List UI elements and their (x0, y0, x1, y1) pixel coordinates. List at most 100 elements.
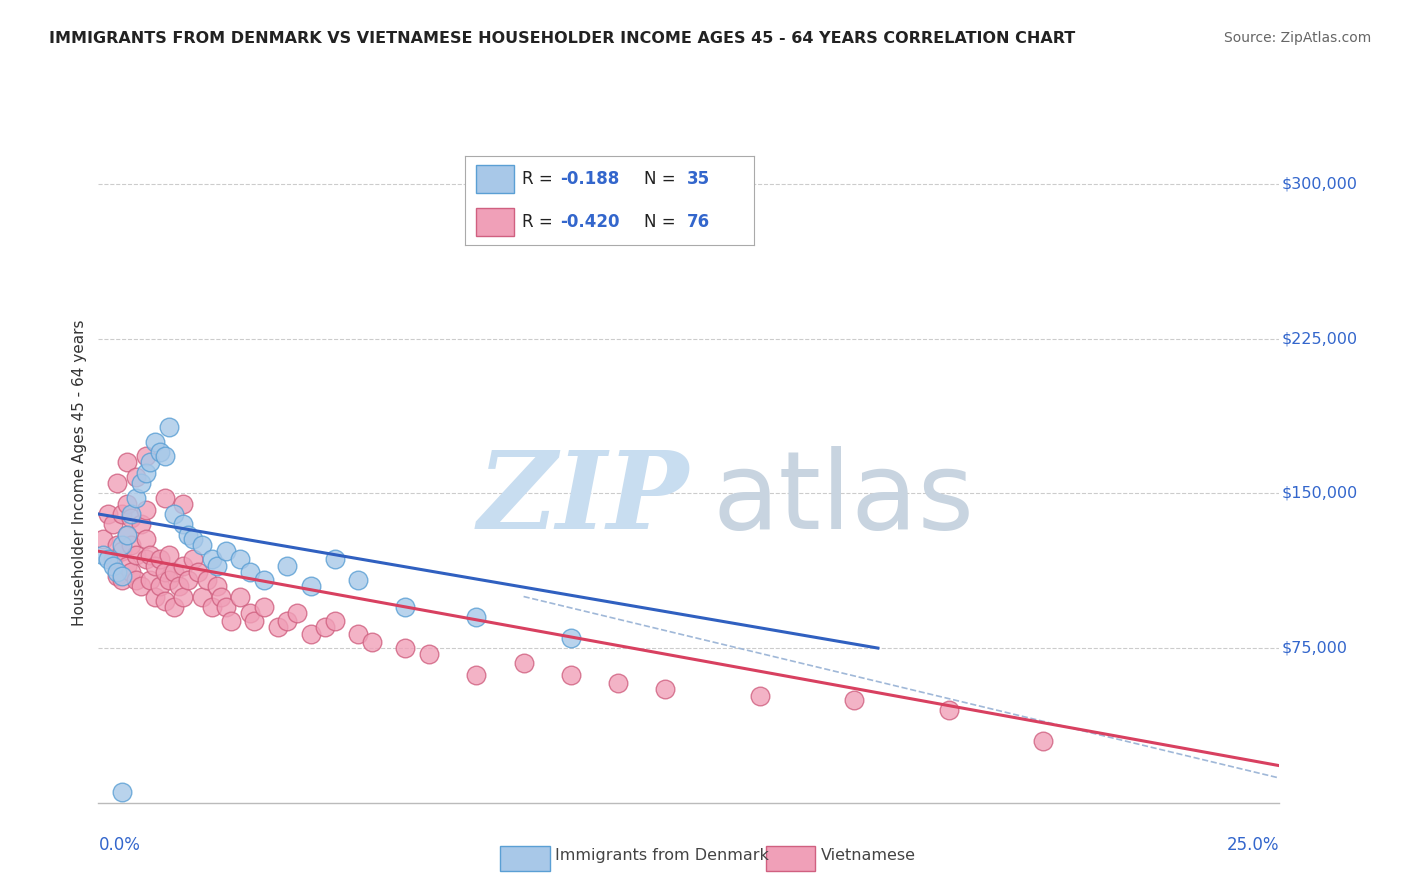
Point (101, 552, 124, 566)
Point (105, 476, 128, 491)
Point (149, 579, 172, 593)
Point (219, 614, 242, 628)
Text: $75,000: $75,000 (1282, 640, 1348, 656)
Point (157, 548, 180, 563)
Point (243, 614, 266, 628)
Point (323, 614, 346, 628)
Text: Source: ZipAtlas.com: Source: ZipAtlas.com (1223, 31, 1371, 45)
Point (229, 590, 252, 604)
Text: 0.0%: 0.0% (98, 836, 141, 854)
Point (654, 682, 676, 697)
Point (121, 507, 143, 521)
Point (101, 558, 124, 573)
Point (121, 538, 143, 552)
Point (607, 676, 630, 690)
Point (115, 527, 138, 541)
Point (195, 573, 218, 587)
Point (125, 491, 148, 505)
Point (139, 455, 162, 469)
Point (209, 590, 232, 604)
Point (177, 527, 200, 541)
Point (129, 517, 152, 532)
Point (115, 455, 138, 469)
Point (418, 648, 440, 662)
Point (105, 569, 128, 583)
FancyBboxPatch shape (501, 846, 550, 871)
Point (167, 579, 190, 593)
Text: 25.0%: 25.0% (1227, 836, 1279, 854)
Point (125, 548, 148, 563)
Point (149, 445, 172, 459)
Point (91, 532, 114, 546)
Point (135, 552, 157, 566)
Point (111, 507, 134, 521)
Point (125, 573, 148, 587)
Point (135, 503, 157, 517)
Point (239, 606, 262, 620)
Point (115, 558, 138, 573)
Point (111, 544, 134, 558)
Point (115, 497, 138, 511)
Point (361, 635, 384, 649)
Point (465, 668, 488, 682)
Point (129, 476, 152, 491)
Point (143, 434, 166, 449)
Point (129, 579, 152, 593)
Text: $300,000: $300,000 (1282, 177, 1358, 192)
Text: Immigrants from Denmark: Immigrants from Denmark (555, 848, 769, 863)
Point (153, 565, 176, 579)
Point (1032, 734, 1054, 748)
Point (239, 565, 262, 579)
Point (229, 552, 252, 566)
Text: ZIP: ZIP (478, 446, 689, 552)
Point (172, 558, 194, 573)
Point (465, 610, 488, 624)
Point (201, 599, 224, 614)
Point (938, 703, 960, 717)
Point (135, 450, 157, 464)
Point (153, 491, 176, 505)
Point (153, 593, 176, 607)
Point (163, 507, 186, 521)
Text: IMMIGRANTS FROM DENMARK VS VIETNAMESE HOUSEHOLDER INCOME AGES 45 - 64 YEARS CORR: IMMIGRANTS FROM DENMARK VS VIETNAMESE HO… (49, 31, 1076, 46)
Point (191, 590, 214, 604)
Point (157, 573, 180, 587)
Point (347, 573, 370, 587)
Point (394, 599, 416, 614)
Point (267, 620, 290, 634)
Point (299, 626, 322, 640)
Text: Vietnamese: Vietnamese (821, 848, 917, 863)
Point (253, 573, 276, 587)
Point (139, 573, 162, 587)
Point (215, 544, 238, 558)
Point (172, 590, 194, 604)
Point (121, 511, 143, 525)
Point (111, 573, 134, 587)
Point (143, 558, 166, 573)
Point (111, 569, 134, 583)
Point (748, 689, 770, 703)
Point (512, 656, 534, 670)
Point (135, 466, 157, 480)
Point (314, 620, 336, 634)
Point (560, 631, 582, 645)
Point (844, 692, 866, 706)
Point (187, 565, 209, 579)
Point (157, 420, 180, 434)
Text: $225,000: $225,000 (1282, 331, 1358, 346)
Point (97, 552, 120, 566)
Text: atlas: atlas (713, 446, 974, 552)
Point (172, 497, 194, 511)
Point (125, 470, 148, 484)
Point (181, 552, 204, 566)
Point (181, 532, 204, 546)
Point (347, 626, 370, 640)
Point (323, 552, 346, 566)
Point (149, 552, 172, 566)
FancyBboxPatch shape (766, 846, 815, 871)
Text: $150,000: $150,000 (1282, 486, 1358, 501)
Point (115, 527, 138, 541)
Point (101, 517, 124, 532)
Point (121, 565, 143, 579)
Point (143, 590, 166, 604)
